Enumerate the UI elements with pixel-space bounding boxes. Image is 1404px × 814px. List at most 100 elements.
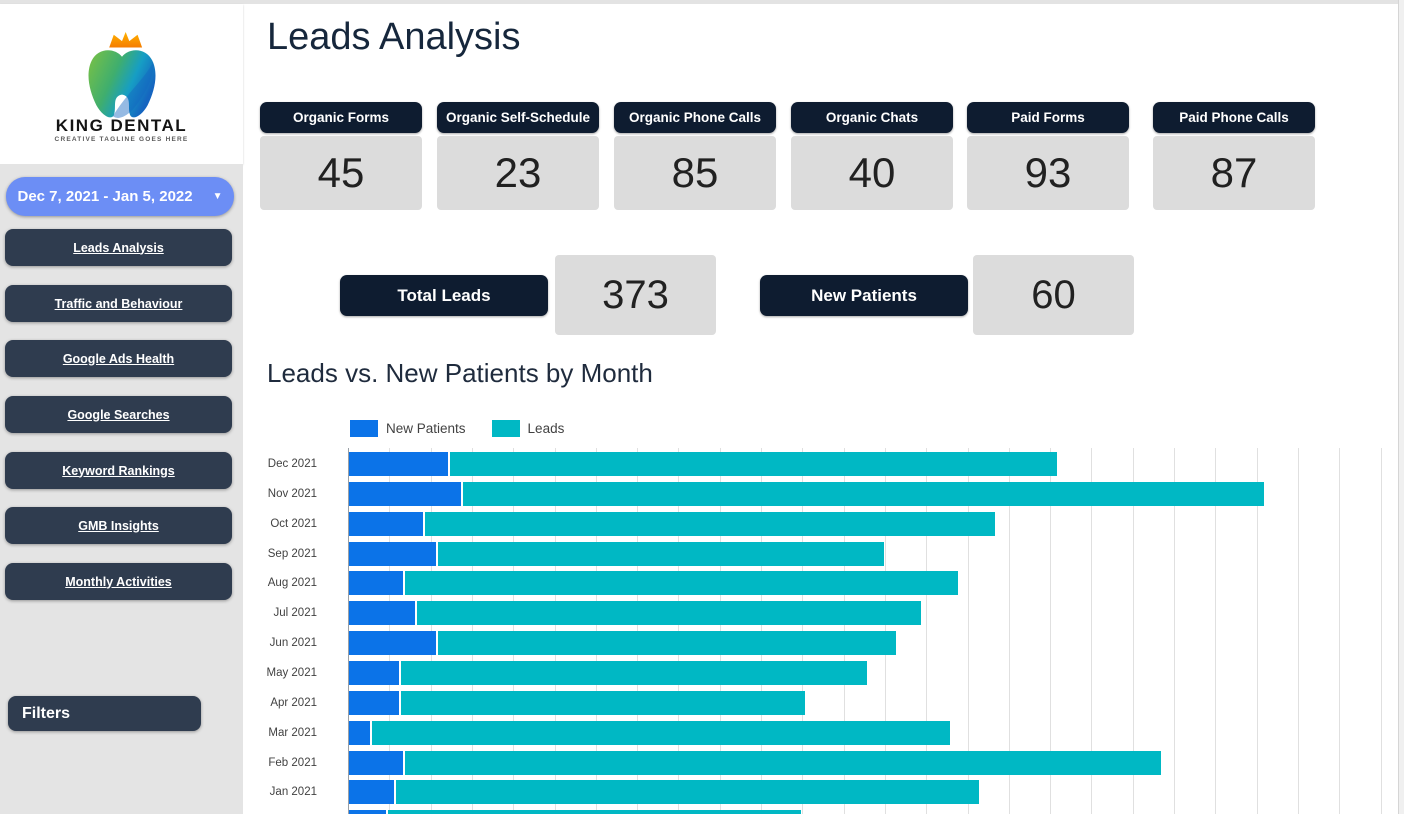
bar-leads[interactable]	[462, 481, 1264, 506]
kpi-label: Paid Phone Calls	[1153, 102, 1315, 133]
bar-new-patients[interactable]	[349, 511, 424, 536]
brand-name: KING DENTAL	[55, 116, 188, 135]
gridline	[471, 448, 473, 814]
top-edge-strip	[0, 0, 1404, 4]
chart-title: Leads vs. New Patients by Month	[267, 358, 653, 388]
king-dental-logo	[76, 32, 168, 118]
bar-leads[interactable]	[404, 750, 1161, 775]
kpi-value: 87	[1153, 136, 1315, 210]
nav-label: Monthly Activities	[65, 574, 172, 589]
gridline	[1339, 448, 1341, 814]
bar-leads[interactable]	[425, 511, 996, 536]
legend-label-new-patients[interactable]: New Patients	[386, 421, 466, 436]
sidebar-item-keyword-rankings[interactable]: Keyword Rankings	[5, 452, 232, 489]
bar-new-patients[interactable]	[349, 750, 403, 775]
brand-tagline: CREATIVE TAGLINE GOES HERE	[54, 136, 189, 143]
bar-new-patients[interactable]	[349, 541, 436, 566]
kpi-card-organic-forms: Organic Forms 45	[260, 102, 422, 210]
bar-leads[interactable]	[417, 601, 921, 626]
kpi-value: 85	[614, 136, 776, 210]
legend-label-leads[interactable]: Leads	[527, 421, 565, 436]
gridline	[1215, 448, 1217, 814]
gridline	[595, 448, 597, 814]
kpi-card-organic-phone-calls: Organic Phone Calls 85	[614, 102, 776, 210]
nav-label: Google Searches	[67, 407, 170, 422]
bar-leads[interactable]	[404, 571, 959, 596]
sidebar-item-monthly-activities[interactable]: Monthly Activities	[5, 563, 232, 600]
kpi-card-organic-chats: Organic Chats 40	[791, 102, 953, 210]
gridline	[389, 448, 391, 814]
gridline	[884, 448, 886, 814]
kpi-label: Organic Phone Calls	[614, 102, 776, 133]
bar-new-patients[interactable]	[349, 720, 370, 745]
sidebar-item-google-ads-health[interactable]: Google Ads Health	[5, 340, 232, 377]
bar-leads[interactable]	[396, 780, 979, 805]
sidebar-item-traffic-and-behaviour[interactable]: Traffic and Behaviour	[5, 285, 232, 322]
bar-new-patients[interactable]	[349, 660, 399, 685]
kpi-label: Organic Forms	[260, 102, 422, 133]
gridline	[1050, 448, 1052, 814]
gridline	[554, 448, 556, 814]
bar-leads[interactable]	[450, 452, 1058, 476]
bar-leads[interactable]	[400, 660, 868, 685]
bar-new-patients[interactable]	[349, 810, 387, 814]
gridline	[1174, 448, 1176, 814]
nav-label: GMB Insights	[78, 518, 159, 533]
sidebar-item-google-searches[interactable]: Google Searches	[5, 396, 232, 433]
gridline	[1256, 448, 1258, 814]
gridline	[1132, 448, 1134, 814]
total-leads-label: Total Leads	[340, 275, 548, 316]
kpi-card-paid-forms: Paid Forms 93	[967, 102, 1129, 210]
gridline	[967, 448, 969, 814]
gridline	[761, 448, 763, 814]
bar-new-patients[interactable]	[349, 452, 449, 476]
bar-leads[interactable]	[371, 720, 950, 745]
vertical-scrollbar[interactable]	[1398, 0, 1404, 814]
date-range-selector[interactable]: Dec 7, 2021 - Jan 5, 2022 ▼	[6, 177, 234, 216]
chevron-down-icon: ▼	[212, 191, 223, 202]
legend-swatch-leads[interactable]	[491, 420, 520, 437]
new-patients-label: New Patients	[760, 275, 968, 316]
kpi-value: 23	[437, 136, 599, 210]
chart-legend: New Patients Leads	[350, 420, 590, 437]
nav-label: Google Ads Health	[62, 351, 175, 366]
sidebar-logo-panel: KING DENTAL CREATIVE TAGLINE GOES HERE	[0, 4, 243, 164]
gridline	[513, 448, 515, 814]
chart-y-axis	[348, 448, 349, 814]
kpi-label: Organic Chats	[791, 102, 953, 133]
gridline	[1380, 448, 1382, 814]
kpi-label: Paid Forms	[967, 102, 1129, 133]
gridline	[678, 448, 680, 814]
bar-new-patients[interactable]	[349, 631, 436, 656]
bar-new-patients[interactable]	[349, 690, 399, 715]
gridline	[719, 448, 721, 814]
nav-label: Keyword Rankings	[62, 463, 175, 478]
bar-new-patients[interactable]	[349, 481, 461, 506]
bar-leads[interactable]	[400, 690, 806, 715]
bar-new-patients[interactable]	[349, 601, 416, 626]
tooth-crown-logo-icon	[88, 32, 156, 118]
total-leads-value: 373	[555, 255, 716, 335]
gridline	[802, 448, 804, 814]
bar-leads[interactable]	[437, 631, 897, 656]
gridline	[843, 448, 845, 814]
bar-leads[interactable]	[388, 810, 802, 814]
kpi-card-organic-self-schedule: Organic Self-Schedule 23	[437, 102, 599, 210]
date-range-label: Dec 7, 2021 - Jan 5, 2022	[17, 188, 193, 205]
legend-swatch-new-patients[interactable]	[350, 420, 378, 437]
sidebar-item-leads-analysis[interactable]: Leads Analysis	[5, 229, 232, 266]
gridline	[1091, 448, 1093, 814]
bar-leads[interactable]	[437, 541, 884, 566]
new-patients-value: 60	[973, 255, 1134, 335]
bar-new-patients[interactable]	[349, 780, 395, 805]
sidebar-item-gmb-insights[interactable]: GMB Insights	[5, 507, 232, 544]
chart-plot-area	[348, 448, 1395, 814]
kpi-value: 40	[791, 136, 953, 210]
kpi-value: 93	[967, 136, 1129, 210]
bar-new-patients[interactable]	[349, 571, 403, 596]
page-title: Leads Analysis	[267, 16, 521, 58]
gridline	[1297, 448, 1299, 814]
gridline	[637, 448, 639, 814]
nav-label: Leads Analysis	[73, 240, 164, 255]
